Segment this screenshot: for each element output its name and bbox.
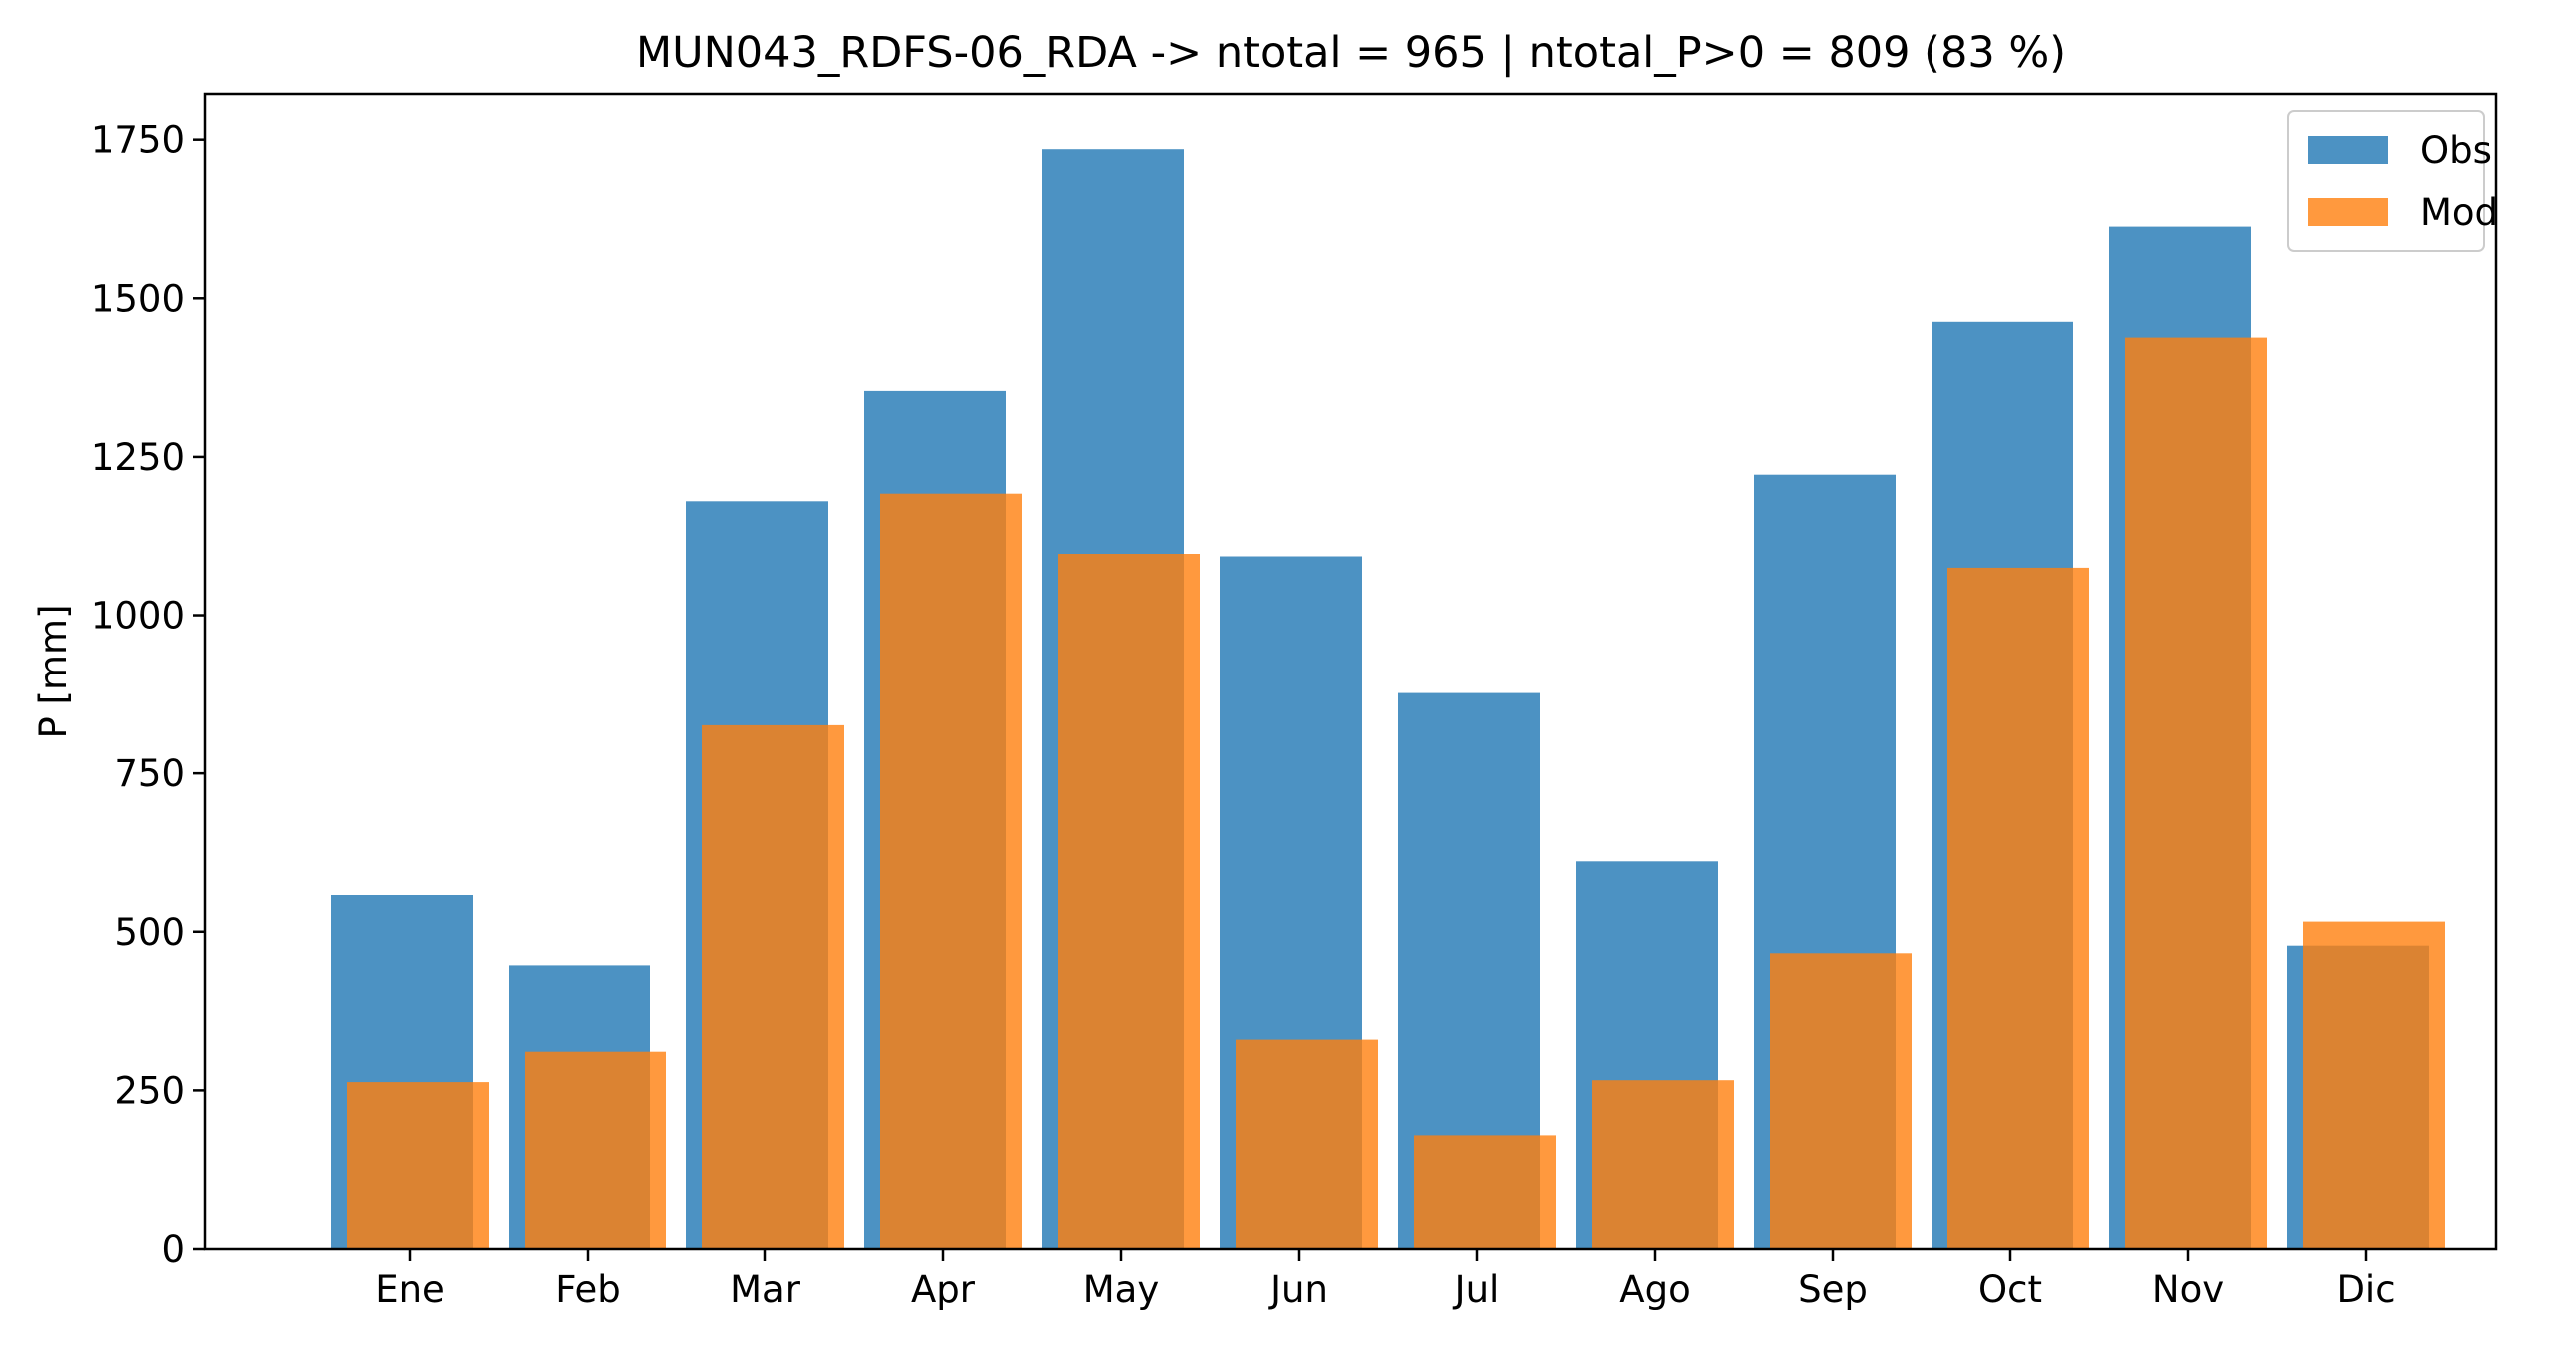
y-tick-label: 750 xyxy=(114,752,185,795)
y-tick-label: 1000 xyxy=(91,595,185,638)
x-axis-ticks: Ene Feb Mar Apr May Jun Jul Ago Sep Oct Nov Dic xyxy=(375,1249,2396,1311)
x-tick-label: Oct xyxy=(1978,1268,2042,1311)
bar-mod-jun xyxy=(1236,1039,1378,1249)
y-tick-label: 1250 xyxy=(91,436,185,479)
bar-mod-nov xyxy=(2125,337,2267,1250)
bar-mod-ene xyxy=(347,1082,489,1249)
y-tick-label: 250 xyxy=(114,1069,185,1112)
bar-mod-may xyxy=(1058,554,1200,1249)
bar-mod-ago xyxy=(1592,1080,1734,1249)
bar-mod-oct xyxy=(1947,567,2089,1249)
y-tick-label: 0 xyxy=(161,1228,185,1271)
y-tick-label: 1500 xyxy=(91,277,185,320)
legend-label-obs: Obs xyxy=(2420,129,2492,172)
x-tick-label: Jul xyxy=(1453,1268,1500,1311)
y-tick-label: 1750 xyxy=(91,119,185,162)
legend: Obs Mod xyxy=(2287,110,2498,252)
legend-swatch-mod xyxy=(2308,198,2388,226)
y-axis-label: P [mm] xyxy=(32,604,75,738)
bar-mod-sep xyxy=(1770,953,1912,1249)
x-tick-label: May xyxy=(1083,1268,1160,1311)
legend-swatch-obs xyxy=(2308,136,2388,164)
x-tick-label: Ene xyxy=(375,1268,445,1311)
y-tick-label: 500 xyxy=(114,911,185,954)
x-tick-label: Jun xyxy=(1268,1268,1328,1311)
bars-group xyxy=(331,149,2445,1250)
x-tick-label: Nov xyxy=(2152,1268,2224,1311)
x-tick-label: Feb xyxy=(555,1268,621,1311)
bar-mod-apr xyxy=(880,493,1022,1249)
x-tick-label: Ago xyxy=(1619,1268,1690,1311)
x-tick-label: Mar xyxy=(730,1268,801,1311)
bar-mod-feb xyxy=(525,1051,666,1249)
x-tick-label: Sep xyxy=(1798,1268,1868,1311)
chart-title: MUN043_RDFS-06_RDA -> ntotal = 965 | nto… xyxy=(636,28,2066,78)
plot-frame xyxy=(203,92,2498,1251)
bar-mod-dic xyxy=(2303,921,2445,1249)
legend-label-mod: Mod xyxy=(2420,191,2498,234)
y-axis-ticks: 0 250 500 750 1000 1250 1500 1750 xyxy=(91,119,205,1271)
bar-mod-mar xyxy=(702,724,844,1249)
bar-mod-jul xyxy=(1414,1135,1556,1249)
x-tick-label: Apr xyxy=(911,1268,976,1311)
x-tick-label: Dic xyxy=(2336,1268,2395,1311)
